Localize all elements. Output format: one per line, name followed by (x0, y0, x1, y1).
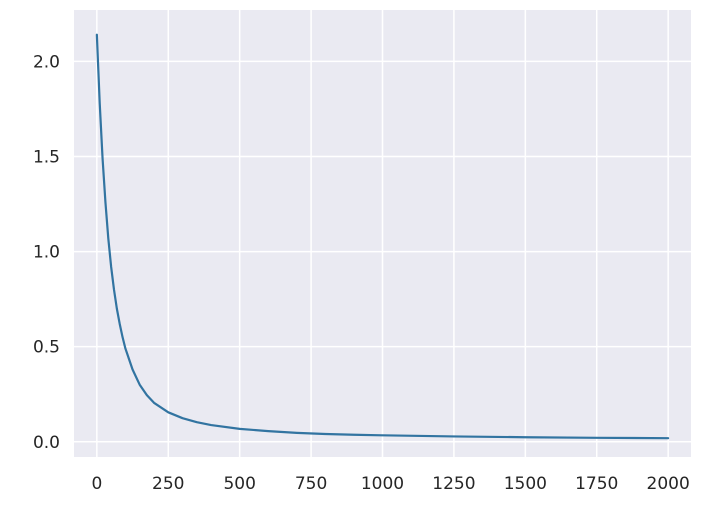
x-tick-label: 1250 (432, 474, 475, 494)
x-tick-label: 1000 (361, 474, 404, 494)
x-tick-label: 500 (223, 474, 255, 494)
y-tick-label: 0.5 (33, 338, 60, 358)
y-axis-ticks: 0.0 0.5 1.0 1.5 2.0 (33, 52, 60, 452)
y-tick-label: 1.0 (33, 243, 60, 263)
x-tick-label: 250 (152, 474, 184, 494)
x-tick-label: 1750 (575, 474, 618, 494)
y-tick-label: 0.0 (33, 433, 60, 453)
x-tick-label: 750 (295, 474, 327, 494)
x-axis-ticks: 0 250 500 750 1000 1250 1500 1750 2000 (91, 474, 689, 494)
grid (74, 10, 691, 457)
series-line (95, 33, 670, 440)
x-tick-label: 2000 (647, 474, 690, 494)
y-tick-label: 1.5 (33, 147, 60, 167)
y-tick-label: 2.0 (33, 52, 60, 72)
x-tick-label: 1500 (504, 474, 547, 494)
series-layer (95, 33, 670, 440)
x-tick-label: 0 (91, 474, 102, 494)
